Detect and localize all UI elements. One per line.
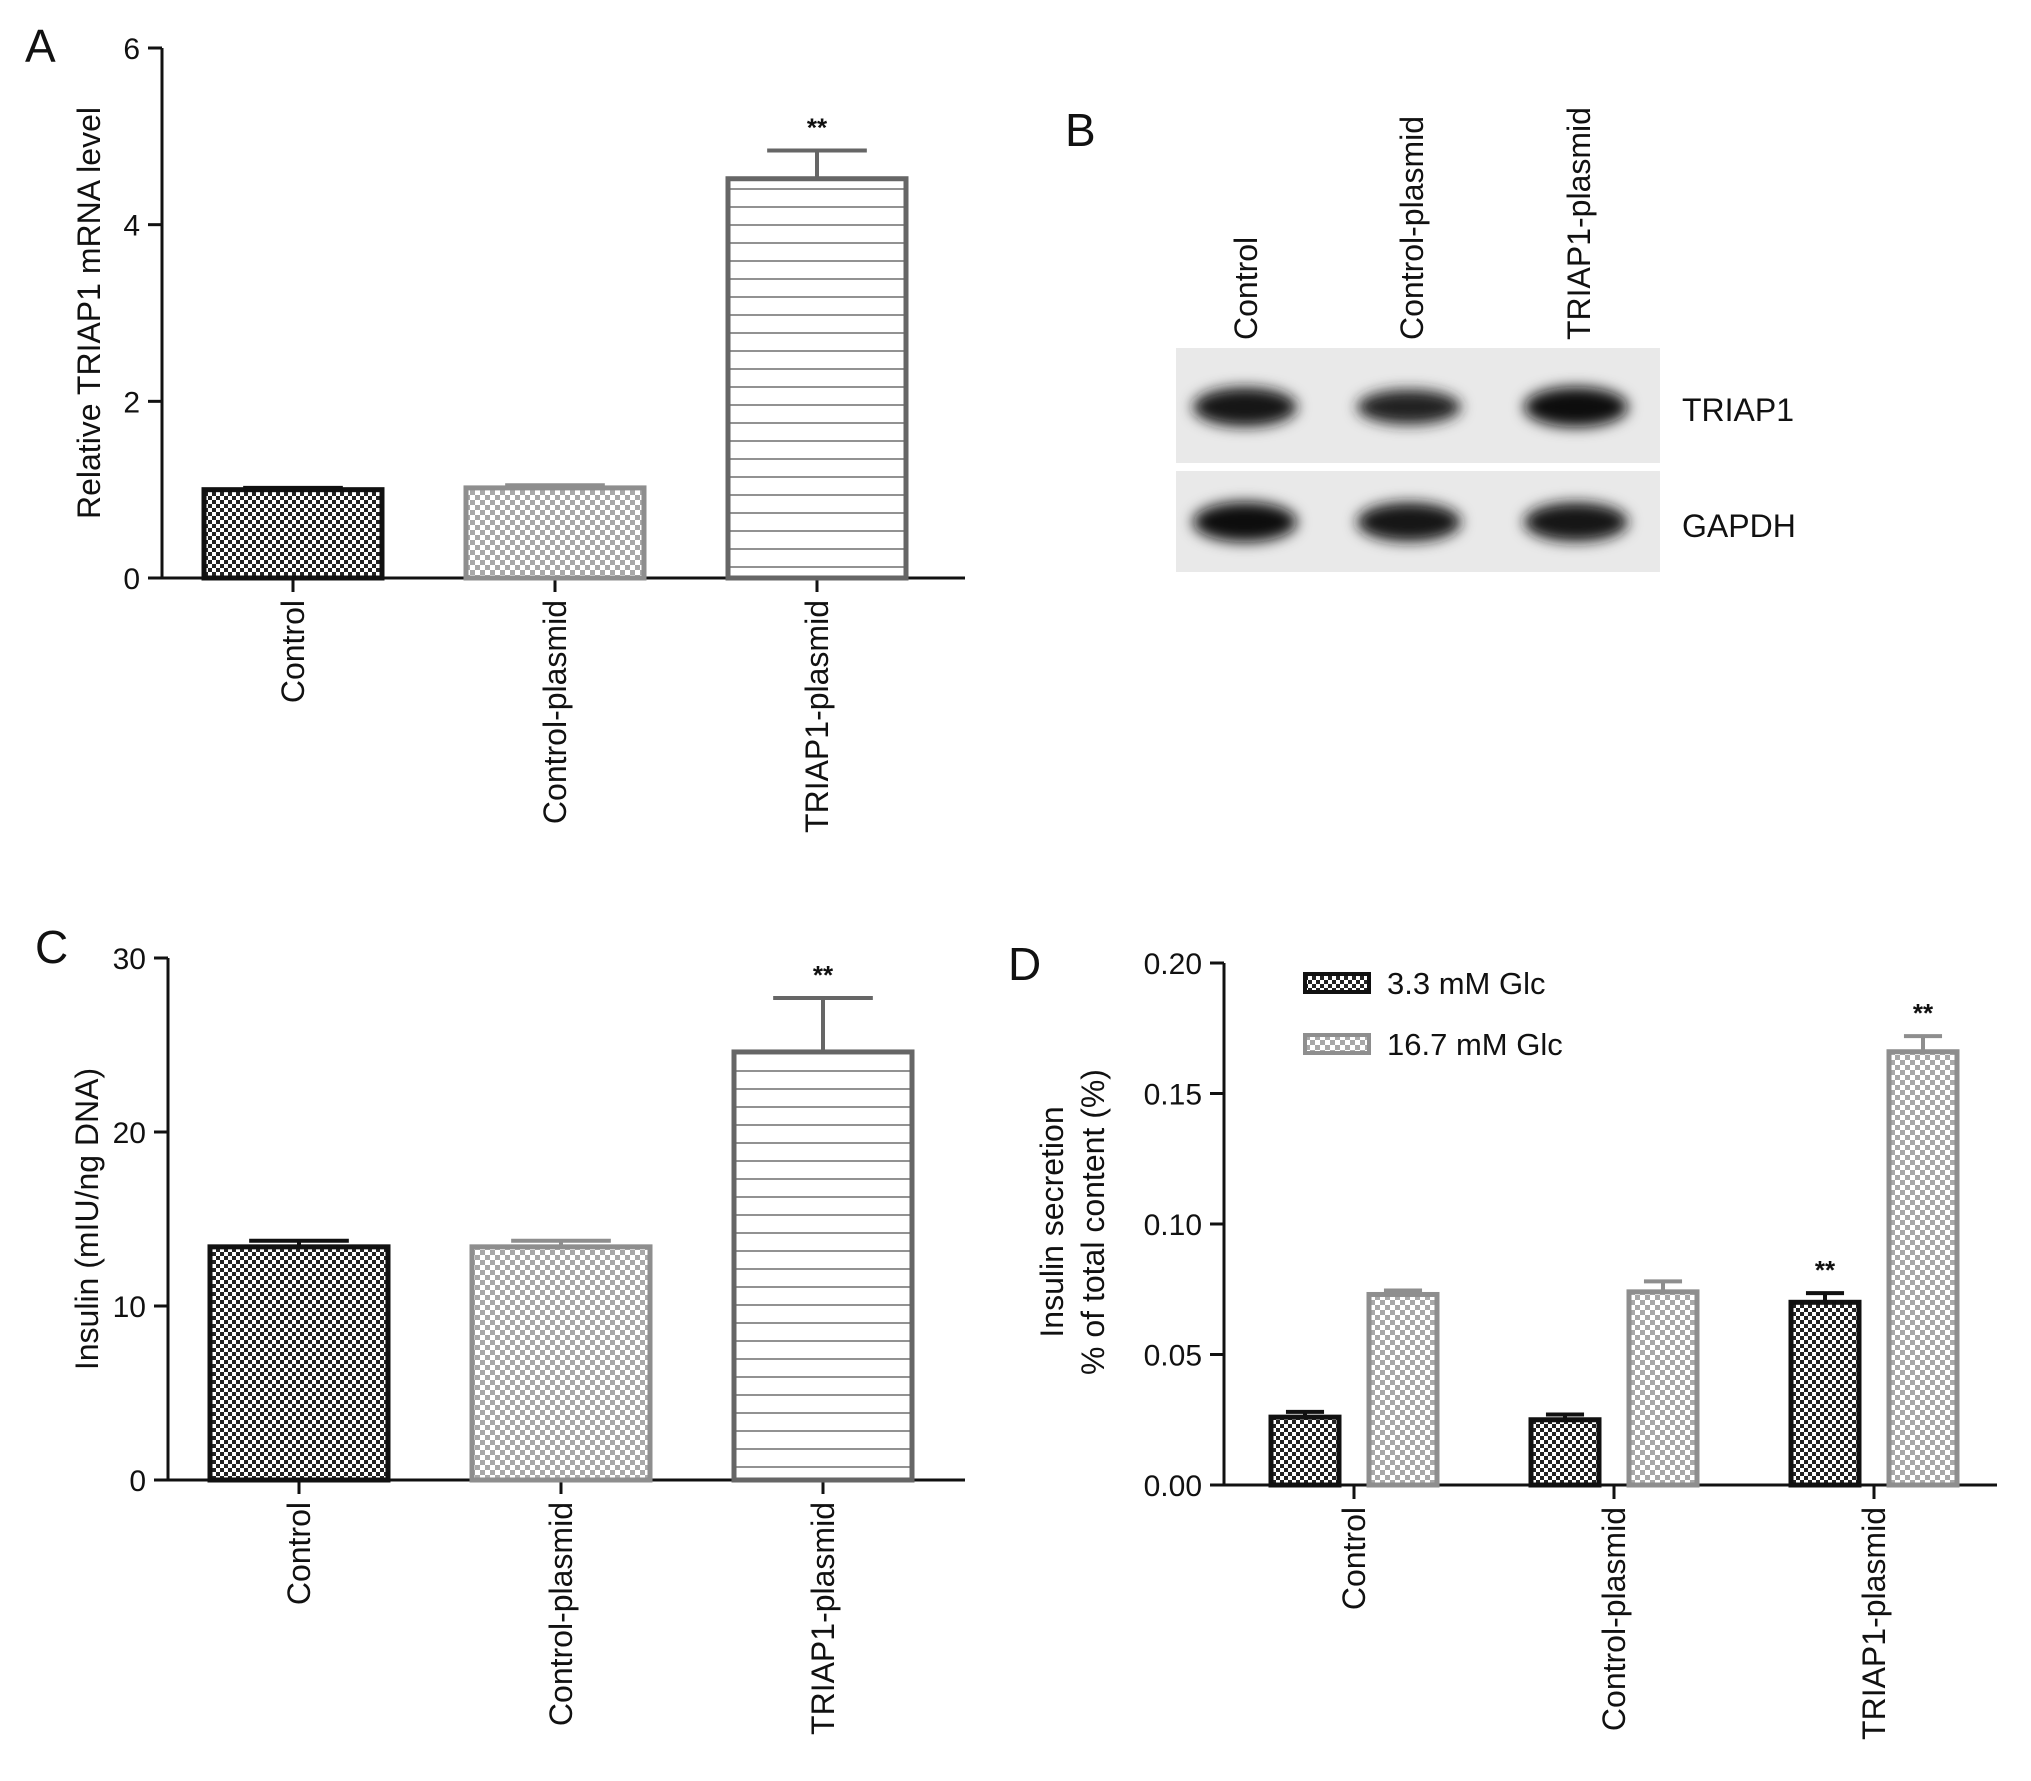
y-axis-title-a: Relative TRIAP1 mRNA level [71, 107, 107, 519]
blot-lane-label-control: Control [1228, 237, 1264, 340]
y-tick-label-c: 0 [129, 1465, 146, 1498]
significance-marker-a: ** [807, 112, 828, 142]
significance-marker-c: ** [813, 960, 834, 990]
bar-c-control [207, 1244, 391, 1483]
y-tick-label-a: 6 [123, 33, 140, 66]
bar-a-control [201, 487, 385, 581]
x-tick-label-d-control-plasmid: Control-plasmid [1596, 1507, 1632, 1731]
western-blot: Control Control-plasmid TRIAP1-plasmid T… [1176, 107, 1796, 572]
y-axis-title-d: Insulin secretion [1034, 1106, 1070, 1337]
y-tick-label-d: 0.15 [1144, 1079, 1202, 1112]
x-tick-label-a-control-plasmid: Control-plasmid [537, 600, 573, 824]
bar-c-triap1-plasmid [731, 1049, 915, 1483]
blot-bands [1193, 386, 1628, 543]
y-axis-title-c: Insulin (mIU/ng DNA) [69, 1068, 105, 1370]
chart-panel-d: 0.00 0.05 0.10 0.15 0.20 Insulin secretion% o… [1034, 948, 1997, 1740]
y-tick-label-a: 0 [123, 563, 140, 596]
significance-marker-d: ** [1815, 1255, 1836, 1285]
y-tick-label-a: 2 [123, 386, 140, 419]
bar-d-control-plasmid-16-7-mm-glc [1626, 1289, 1700, 1488]
x-tick-label-d-control: Control [1336, 1507, 1372, 1610]
panel-label-b: B [1065, 104, 1096, 156]
blot-lane-label-control-plasmid: Control-plasmid [1394, 116, 1430, 340]
blot-row-label-gapdh: GAPDH [1682, 508, 1796, 544]
x-tick-label-a-triap1-plasmid: TRIAP1-plasmid [799, 600, 835, 833]
y-tick-label-d: 0.05 [1144, 1340, 1202, 1373]
x-tick-label-c-control: Control [281, 1502, 317, 1605]
blot-row-label-triap1: TRIAP1 [1682, 392, 1794, 428]
x-tick-label-d-triap1-plasmid: TRIAP1-plasmid [1856, 1507, 1892, 1740]
blot-lane-label-triap1-plasmid: TRIAP1-plasmid [1561, 107, 1597, 340]
chart-panel-a: 0 2 4 6 Relative TRIAP1 mRNA level Control Con… [71, 33, 965, 833]
significance-marker-d: ** [1913, 998, 1934, 1028]
blot-band-triap1-control-plasmid [1357, 389, 1461, 425]
bar-d-triap1-plasmid-16-7-mm-glc [1886, 1049, 1960, 1488]
bar-d-control-3-3-mm-glc [1268, 1414, 1342, 1488]
blot-band-triap1-triap1-plasmid [1524, 386, 1628, 428]
blot-band-gapdh-control [1193, 501, 1297, 543]
bar-a-control-plasmid [463, 485, 647, 581]
bar-d-control-16-7-mm-glc [1366, 1291, 1440, 1488]
legend-swatch-16-7-mm-glc [1303, 1033, 1371, 1055]
y-tick-label-c: 20 [113, 1117, 146, 1150]
y-tick-label-a: 4 [123, 210, 140, 243]
y-tick-label-d: 0.00 [1144, 1470, 1202, 1503]
bar-a-triap1-plasmid [725, 176, 909, 581]
bar-d-control-plasmid-3-3-mm-glc [1528, 1417, 1602, 1488]
y-axis-title-d: % of total content (%) [1075, 1069, 1111, 1375]
panel-label-a: A [25, 20, 56, 72]
y-tick-label-c: 10 [113, 1291, 146, 1324]
blot-band-gapdh-control-plasmid [1357, 502, 1461, 542]
y-tick-label-d: 0.10 [1144, 1209, 1202, 1242]
y-tick-label-c: 30 [113, 943, 146, 976]
x-tick-label-a-control: Control [275, 600, 311, 703]
x-tick-label-c-triap1-plasmid: TRIAP1-plasmid [805, 1502, 841, 1735]
legend-swatch-3-3-mm-glc [1303, 972, 1371, 994]
chart-panel-c: 0 10 20 30 Insulin (mIU/ng DNA) Control Contro… [69, 943, 965, 1735]
bar-c-control-plasmid [469, 1244, 653, 1483]
legend-label-16-7-mm-glc: 16.7 mM Glc [1387, 1027, 1563, 1062]
blot-band-triap1-control [1193, 387, 1297, 427]
legend-label-3-3-mm-glc: 3.3 mM Glc [1387, 966, 1545, 1001]
panel-label-d: D [1008, 938, 1041, 990]
blot-band-gapdh-triap1-plasmid [1524, 502, 1628, 542]
panel-label-c: C [35, 921, 68, 973]
x-tick-label-c-control-plasmid: Control-plasmid [543, 1502, 579, 1726]
bar-d-triap1-plasmid-3-3-mm-glc [1788, 1299, 1862, 1488]
y-tick-label-d: 0.20 [1144, 948, 1202, 981]
